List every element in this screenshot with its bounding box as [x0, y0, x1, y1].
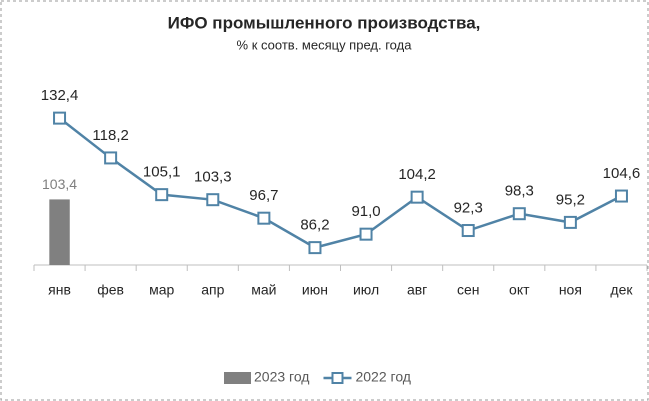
data-label: 104,2 [398, 166, 436, 183]
marker [206, 193, 220, 207]
marker [563, 215, 577, 229]
data-label: 86,2 [300, 217, 329, 234]
legend-label: 2023 год [254, 369, 309, 385]
data-label: 103,4 [42, 176, 77, 192]
x-tick-label: янв [48, 282, 71, 298]
marker [461, 224, 475, 238]
x-tick-label: авг [407, 282, 427, 298]
data-label: 104,6 [603, 165, 641, 182]
data-label: 96,7 [249, 187, 278, 204]
x-tick-label: апр [201, 282, 224, 298]
legend-marker [331, 372, 344, 384]
chart-title: ИФО промышленного производства, [168, 13, 481, 32]
marker [104, 151, 118, 165]
data-label: 92,3 [454, 199, 483, 216]
marker [53, 111, 67, 125]
data-label: 103,3 [194, 169, 232, 186]
data-label: 95,2 [556, 191, 585, 208]
marker [410, 190, 424, 204]
x-tick-label: мар [149, 282, 174, 298]
bar [49, 199, 70, 265]
x-tick-label: ноя [559, 282, 582, 298]
x-tick-label: окт [509, 282, 530, 298]
x-tick-label: июн [302, 282, 328, 298]
data-label: 105,1 [143, 164, 181, 181]
x-tick-label: сен [457, 282, 480, 298]
chart-subtitle: % к соотв. месяцу пред. года [237, 37, 413, 52]
data-label: 132,4 [41, 87, 79, 104]
x-tick-label: дек [610, 282, 633, 298]
x-tick-label: май [251, 282, 276, 298]
x-tick-label: фев [97, 282, 124, 298]
data-label: 98,3 [505, 183, 534, 200]
data-label: 118,2 [92, 127, 128, 144]
data-label: 91,0 [351, 203, 380, 220]
marker [308, 241, 322, 255]
marker [359, 227, 373, 241]
marker [155, 188, 169, 202]
marker [257, 211, 271, 225]
legend-label: 2022 год [355, 369, 410, 385]
marker [614, 189, 628, 203]
line [58, 117, 623, 249]
x-tick-label: июл [353, 282, 379, 298]
marker [512, 207, 526, 221]
legend-swatch [224, 372, 251, 384]
